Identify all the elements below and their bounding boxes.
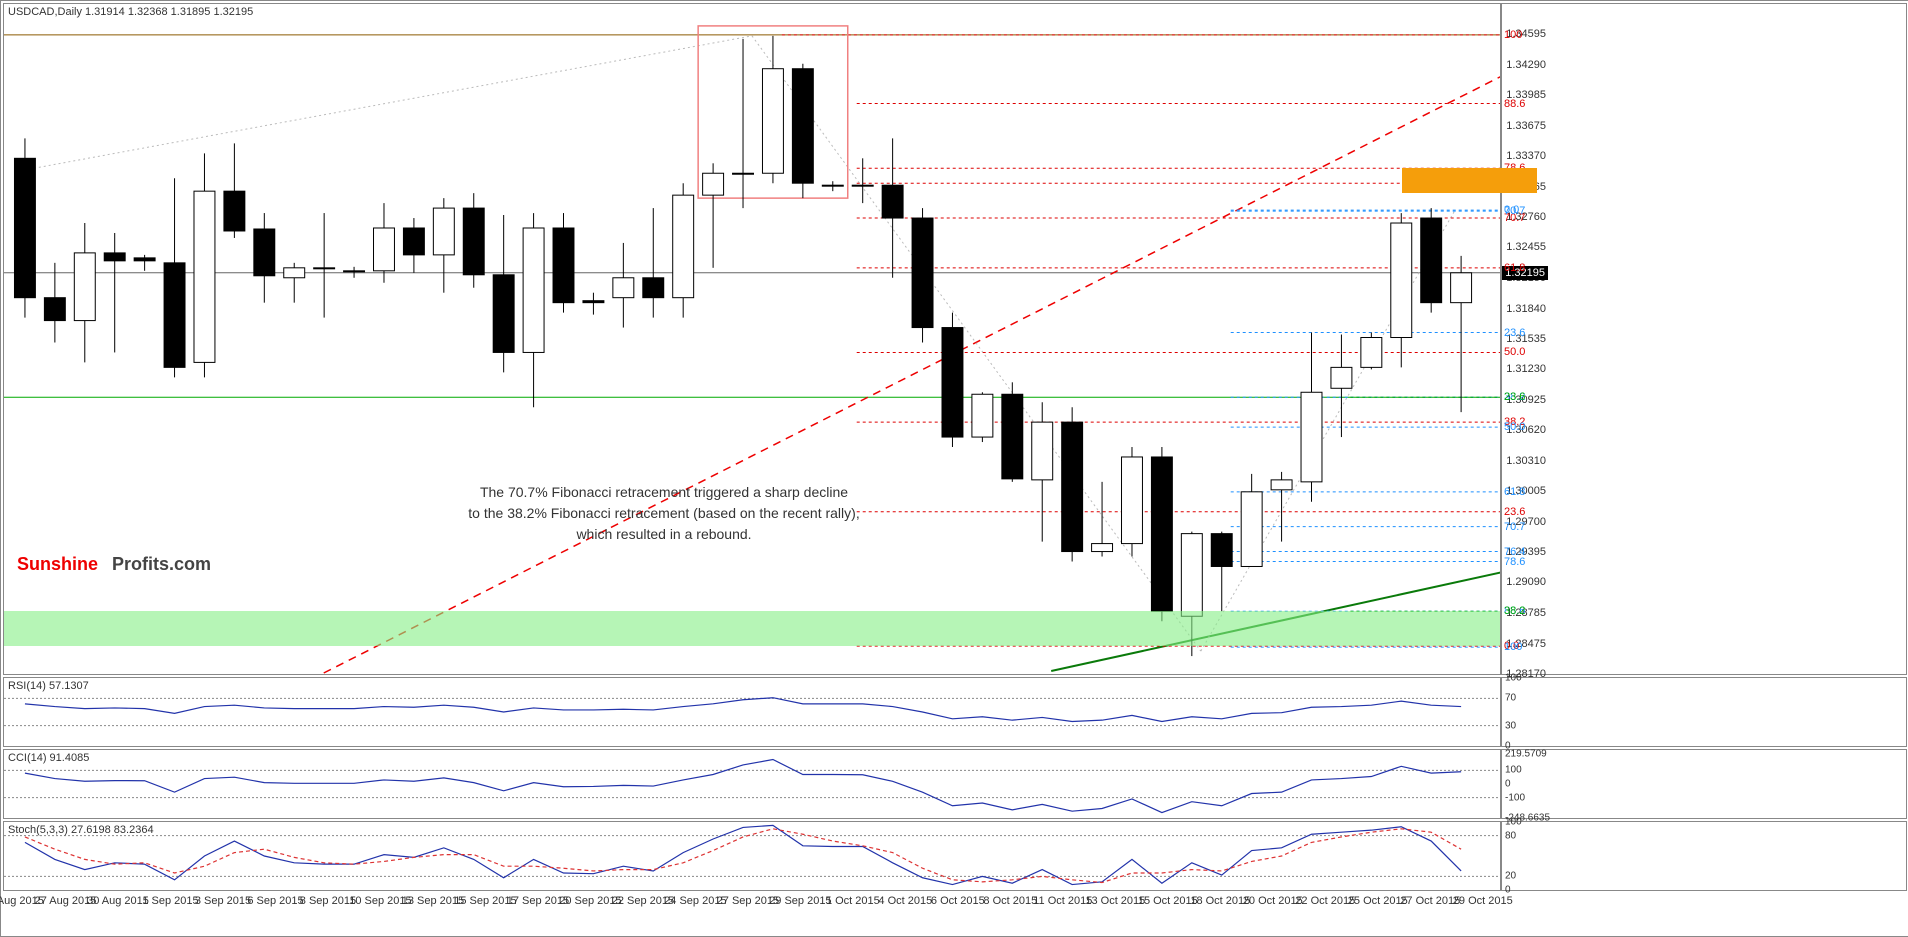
- brand-profits: Profits.com: [112, 554, 211, 575]
- price-axis: 1.345951.342901.339851.336751.333701.330…: [1501, 3, 1907, 675]
- cci-svg: [4, 750, 1500, 818]
- rsi-panel[interactable]: RSI(14) 57.1307: [3, 677, 1501, 747]
- rsi-axis: 10070300: [1501, 677, 1907, 747]
- cci-panel[interactable]: CCI(14) 91.4085: [3, 749, 1501, 819]
- rsi-title: RSI(14) 57.1307: [8, 680, 89, 692]
- date-axis: 25 Aug 201527 Aug 201530 Aug 20151 Sep 2…: [3, 893, 1903, 933]
- cci-axis: 219.57091000-100-248.6635: [1501, 749, 1907, 819]
- stoch-axis: 10080200: [1501, 821, 1907, 891]
- stoch-title: Stoch(5,3,3) 27.6198 83.2364: [8, 824, 154, 836]
- brand-sunshine: Sunshine: [17, 554, 98, 575]
- main-price-panel[interactable]: USDCAD,Daily 1.31914 1.32368 1.31895 1.3…: [3, 3, 1501, 675]
- stoch-svg: [4, 822, 1500, 890]
- annotation-text: The 70.7% Fibonacci retracement triggere…: [404, 482, 924, 545]
- stoch-panel[interactable]: Stoch(5,3,3) 27.6198 83.2364: [3, 821, 1501, 891]
- rsi-svg: [4, 678, 1500, 746]
- chart-container: USDCAD,Daily 1.31914 1.32368 1.31895 1.3…: [0, 0, 1908, 937]
- main-chart-svg: [4, 4, 1500, 674]
- cci-title: CCI(14) 91.4085: [8, 752, 89, 764]
